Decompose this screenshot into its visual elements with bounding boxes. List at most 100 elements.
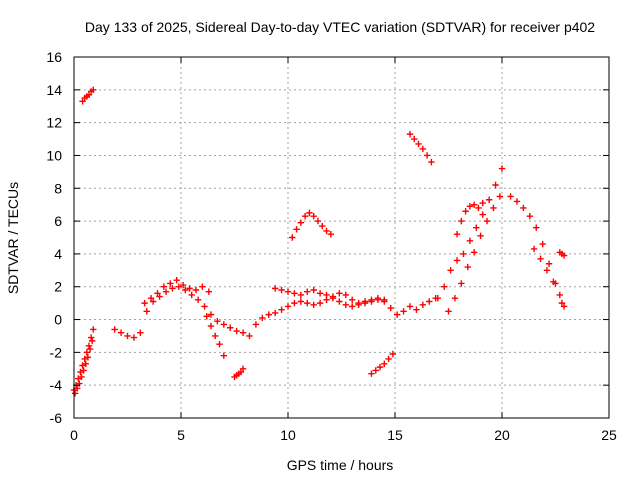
- data-point: [149, 298, 157, 305]
- series-arc-midday: [246, 295, 439, 340]
- data-point: [327, 231, 334, 238]
- x-tick-label: 5: [177, 427, 185, 443]
- data-point: [550, 278, 557, 286]
- data-point: [470, 249, 478, 256]
- data-point: [88, 337, 96, 345]
- data-point: [558, 299, 566, 307]
- data-point: [530, 245, 538, 253]
- data-point: [372, 367, 379, 374]
- data-point: [492, 181, 499, 189]
- data-point: [520, 204, 527, 212]
- data-point: [284, 288, 292, 295]
- data-point: [289, 234, 296, 241]
- x-tick-label: 15: [387, 427, 403, 443]
- data-point: [498, 165, 506, 172]
- series-arc-morning: [111, 283, 247, 341]
- data-point: [212, 332, 219, 340]
- tick-labels: 0 5 10 15 20 25 -6 -4 -2 0 2 4 6 8 10 12 14 16: [46, 49, 617, 443]
- data-point: [310, 286, 317, 294]
- data-point: [124, 332, 131, 340]
- data-point: [458, 217, 465, 225]
- data-point: [304, 299, 311, 307]
- data-point: [470, 201, 478, 208]
- series-arc-high-start: [79, 86, 97, 105]
- data-point: [90, 86, 97, 94]
- data-point: [167, 280, 174, 287]
- data-point: [233, 327, 240, 335]
- data-point: [265, 311, 272, 318]
- data-point: [381, 296, 388, 304]
- data-point: [278, 286, 285, 294]
- data-point: [447, 267, 454, 274]
- data-point: [323, 227, 330, 235]
- data-point: [393, 311, 401, 318]
- data-point: [319, 222, 326, 230]
- x-axis-label: GPS time / hours: [287, 457, 394, 473]
- data-point: [297, 219, 305, 226]
- data-point: [252, 321, 260, 328]
- data-point: [304, 288, 311, 295]
- data-point: [526, 212, 534, 220]
- data-point: [301, 212, 309, 220]
- data-point: [411, 135, 418, 143]
- data-point: [490, 204, 497, 212]
- data-point: [137, 329, 144, 336]
- data-point: [162, 288, 170, 295]
- data-point: [220, 321, 227, 328]
- data-point: [533, 224, 540, 231]
- data-point: [201, 303, 208, 310]
- data-point: [462, 208, 469, 215]
- series-arc-descend: [406, 130, 435, 166]
- data-point: [466, 237, 474, 244]
- data-point: [85, 342, 93, 349]
- series-arc-early-rise: [70, 326, 97, 394]
- data-point: [355, 299, 362, 307]
- data-point: [406, 303, 414, 310]
- data-point: [74, 385, 81, 392]
- data-point: [239, 329, 247, 336]
- data-point: [349, 303, 356, 310]
- data-point: [368, 296, 375, 304]
- data-point: [186, 285, 193, 292]
- data-point: [80, 367, 87, 374]
- data-point: [441, 283, 448, 290]
- data-point: [381, 360, 388, 368]
- data-point: [475, 204, 482, 212]
- data-point: [385, 355, 392, 363]
- data-point: [87, 334, 95, 341]
- data-point: [537, 255, 544, 263]
- data-point: [111, 326, 118, 333]
- data-point: [297, 291, 305, 299]
- data-point: [361, 298, 369, 305]
- data-point: [75, 375, 82, 382]
- y-tick-label: 16: [46, 49, 62, 65]
- data-marks: [70, 86, 568, 397]
- series-arc-late-fall: [507, 193, 566, 307]
- series-arc-morning-c: [203, 313, 227, 359]
- data-point: [428, 158, 435, 166]
- y-tick-label: -2: [50, 344, 63, 360]
- data-point: [406, 130, 414, 138]
- data-point: [188, 291, 195, 299]
- data-point: [246, 332, 253, 340]
- data-point: [86, 345, 94, 353]
- data-point: [560, 252, 568, 259]
- data-point: [207, 311, 215, 318]
- data-point: [336, 290, 343, 297]
- series-arc-hump: [289, 209, 334, 241]
- series-arc-evening-rise: [434, 165, 506, 302]
- data-point: [205, 288, 213, 295]
- data-point: [199, 283, 206, 290]
- data-point: [419, 145, 427, 153]
- grid-lines: [74, 57, 609, 418]
- data-point: [220, 352, 227, 359]
- data-point: [194, 296, 202, 304]
- data-point: [310, 301, 317, 308]
- data-point: [207, 322, 215, 330]
- data-point: [464, 263, 471, 271]
- data-point: [387, 304, 394, 312]
- data-point: [314, 217, 322, 225]
- data-point: [560, 303, 568, 310]
- data-point: [316, 299, 324, 307]
